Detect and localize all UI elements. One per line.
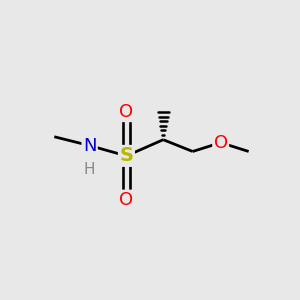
Text: H: H: [84, 162, 95, 177]
Text: S: S: [119, 146, 134, 165]
Text: O: O: [214, 134, 228, 152]
Text: N: N: [83, 136, 96, 154]
Text: O: O: [119, 103, 134, 121]
Text: O: O: [119, 191, 134, 209]
